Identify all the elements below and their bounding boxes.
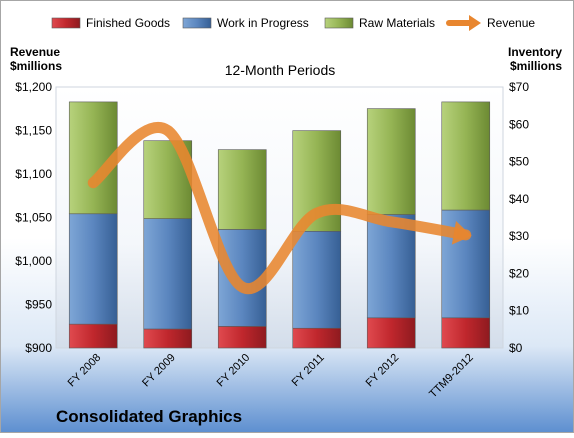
bar-finished-goods <box>366 317 416 349</box>
bar-work-in-progress <box>441 209 491 319</box>
right-tick-label: $0 <box>509 341 523 355</box>
legend: Finished Goods Work in Progress Raw Materi… <box>51 15 535 31</box>
legend-swatch <box>51 17 81 29</box>
bar-finished-goods <box>68 323 118 349</box>
bar-raw-materials <box>441 101 491 211</box>
bar-finished-goods <box>143 328 193 349</box>
legend-swatch <box>324 17 354 29</box>
left-tick-label: $1,200 <box>15 80 52 94</box>
bar-work-in-progress <box>366 214 416 319</box>
left-axis-ticks: $900 $950 $1,000 $1,050 $1,100 $1,150 $1,200 <box>15 80 52 355</box>
plot-area <box>55 86 504 349</box>
left-tick-label: $950 <box>25 298 52 312</box>
bar-finished-goods <box>217 326 267 349</box>
legend-label: Raw Materials <box>359 16 435 30</box>
company-name: Consolidated Graphics <box>56 407 242 426</box>
bar-work-in-progress <box>292 230 342 329</box>
bar-work-in-progress <box>68 213 118 325</box>
bar-finished-goods <box>441 317 491 349</box>
left-tick-label: $1,050 <box>15 211 52 225</box>
right-axis-title-line2: $millions <box>510 59 562 73</box>
right-tick-label: $60 <box>509 117 529 131</box>
left-tick-label: $1,100 <box>15 167 52 181</box>
revenue-arrowhead <box>451 221 472 245</box>
bar-raw-materials <box>217 149 267 230</box>
legend-item: Finished Goods <box>51 16 170 30</box>
right-tick-label: $50 <box>509 155 529 169</box>
revenue-line <box>87 122 472 295</box>
right-tick-label: $30 <box>509 229 529 243</box>
right-tick-label: $40 <box>509 192 529 206</box>
right-tick-label: $10 <box>509 304 529 318</box>
left-axis-title-line2: $millions <box>10 59 62 73</box>
right-axis-ticks: $0 $10 $20 $30 $40 $50 $60 $70 <box>509 80 529 355</box>
legend-label: Revenue <box>487 16 535 30</box>
bars <box>68 101 491 349</box>
right-tick-label: $70 <box>509 80 529 94</box>
bar-raw-materials <box>366 108 416 215</box>
bar-finished-goods <box>292 327 342 349</box>
legend-swatch <box>182 17 212 29</box>
legend-item: Revenue <box>446 15 535 31</box>
chart-title: 12-Month Periods <box>225 62 336 78</box>
right-tick-label: $20 <box>509 266 529 280</box>
legend-swatch-arrow <box>469 15 481 31</box>
legend-label: Finished Goods <box>86 16 170 30</box>
left-tick-label: $1,150 <box>15 124 52 138</box>
left-tick-label: $1,000 <box>15 254 52 268</box>
left-axis-title-line1: Revenue <box>10 45 60 59</box>
revenue-line-group <box>87 122 472 295</box>
legend-label: Work in Progress <box>217 16 309 30</box>
legend-item: Work in Progress <box>182 16 309 30</box>
left-tick-label: $900 <box>25 341 52 355</box>
legend-item: Raw Materials <box>324 16 435 30</box>
right-axis-title-line1: Inventory <box>508 45 562 59</box>
bar-work-in-progress <box>143 218 193 330</box>
